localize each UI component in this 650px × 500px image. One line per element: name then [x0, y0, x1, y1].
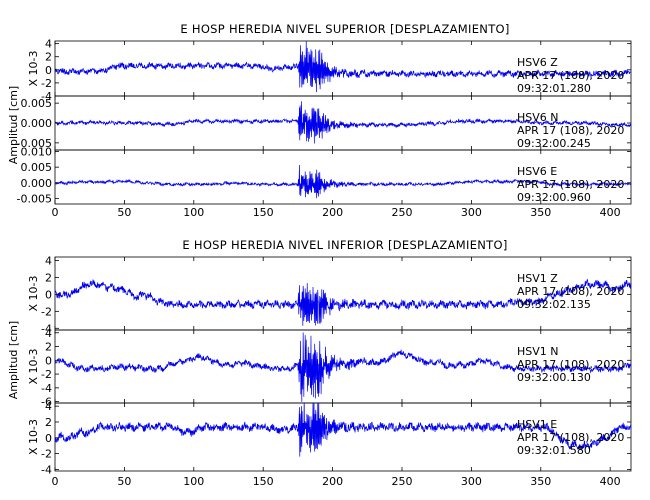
y-tick-label: 0.005	[21, 161, 53, 174]
unit-label: X 10-3	[27, 419, 40, 455]
seismic-trace-z	[55, 41, 631, 93]
station-component-label: HSV6 N	[517, 111, 559, 124]
y-tick-label: -4	[41, 382, 52, 395]
y-tick-label: 2	[45, 416, 52, 429]
station-component-label: HSV6 Z	[517, 56, 558, 69]
y-tick-label: 0	[45, 432, 52, 445]
y-tick-label: 4	[45, 327, 52, 340]
date-label: APR 17 (108), 2020	[517, 69, 624, 82]
x-tick-label: 100	[183, 206, 204, 219]
x-tick-label: 200	[322, 475, 343, 488]
seismic-trace-n	[55, 101, 631, 144]
y-tick-label: -4	[41, 90, 52, 103]
time-label: 09:32:02.135	[517, 298, 591, 311]
seismic-trace-e	[55, 165, 631, 199]
x-tick-label: 150	[253, 206, 274, 219]
x-tick-label: 250	[391, 206, 412, 219]
x-tick-label: 50	[117, 206, 131, 219]
x-tick-label: 50	[117, 475, 131, 488]
panel-frame	[54, 149, 632, 205]
y-tick-label: -6	[41, 396, 52, 409]
y-axis-label-superior: Amplitud [cm]	[7, 86, 20, 164]
unit-label: X 10-3	[27, 51, 40, 87]
x-tick-label: 250	[391, 475, 412, 488]
y-tick-label: 0	[45, 64, 52, 77]
y-tick-label: 0.005	[21, 97, 53, 110]
station-component-label: HSV6 E	[517, 165, 557, 178]
y-tick-label: 2	[45, 271, 52, 284]
time-label: 09:32:00.245	[517, 137, 591, 150]
seismic-trace-n	[55, 332, 631, 402]
x-tick-label: 350	[530, 206, 551, 219]
y-tick-label: -0.005	[17, 137, 52, 150]
time-label: 09:32:01.280	[517, 82, 591, 95]
y-axis-label-inferior: Amplitud [cm]	[7, 321, 20, 399]
station-component-label: HSV1 E	[517, 418, 557, 431]
x-tick-label: 300	[461, 206, 482, 219]
x-tick-label: 0	[52, 475, 59, 488]
y-tick-label: 0.000	[21, 117, 53, 130]
y-tick-label: -0.005	[17, 192, 52, 205]
unit-label: X 10-3	[27, 276, 40, 312]
date-label: APR 17 (108), 2020	[517, 358, 624, 371]
chart-title-superior: E HOSP HEREDIA NIVEL SUPERIOR [DESPLAZAM…	[180, 22, 509, 36]
date-label: APR 17 (108), 2020	[517, 178, 624, 191]
time-label: 09:32:00.130	[517, 371, 591, 384]
x-tick-label: 100	[183, 475, 204, 488]
y-tick-label: -2	[41, 448, 52, 461]
y-tick-label: 0	[45, 354, 52, 367]
seismic-trace-e	[55, 403, 631, 457]
y-tick-label: 0.000	[21, 177, 53, 190]
y-tick-label: 4	[45, 400, 52, 413]
time-label: 09:32:01.580	[517, 444, 591, 457]
time-label: 09:32:00.960	[517, 191, 591, 204]
x-tick-label: 400	[600, 206, 621, 219]
y-tick-label: -2	[41, 368, 52, 381]
x-tick-label: 300	[461, 475, 482, 488]
date-label: APR 17 (108), 2020	[517, 285, 624, 298]
y-tick-label: 2	[45, 51, 52, 64]
date-label: APR 17 (108), 2020	[517, 124, 624, 137]
seismic-trace-z	[55, 278, 631, 326]
unit-label: X 10-3	[27, 349, 40, 385]
station-component-label: HSV1 N	[517, 345, 559, 358]
station-component-label: HSV1 Z	[517, 272, 558, 285]
y-tick-label: -2	[41, 305, 52, 318]
y-tick-label: 2	[45, 341, 52, 354]
y-tick-label: 4	[45, 38, 52, 51]
x-tick-label: 350	[530, 475, 551, 488]
x-tick-label: 200	[322, 206, 343, 219]
y-tick-label: -4	[41, 463, 52, 476]
x-tick-label: 0	[52, 206, 59, 219]
y-tick-label: 4	[45, 254, 52, 267]
date-label: APR 17 (108), 2020	[517, 431, 624, 444]
y-tick-label: 0	[45, 288, 52, 301]
y-tick-label: 0.010	[21, 146, 53, 159]
chart-title-inferior: E HOSP HEREDIA NIVEL INFERIOR [DESPLAZAM…	[182, 238, 507, 252]
x-tick-label: 150	[253, 475, 274, 488]
y-tick-label: -2	[41, 77, 52, 90]
x-tick-label: 400	[600, 475, 621, 488]
y-tick-label: -4	[41, 322, 52, 335]
panel-frame	[54, 402, 632, 472]
